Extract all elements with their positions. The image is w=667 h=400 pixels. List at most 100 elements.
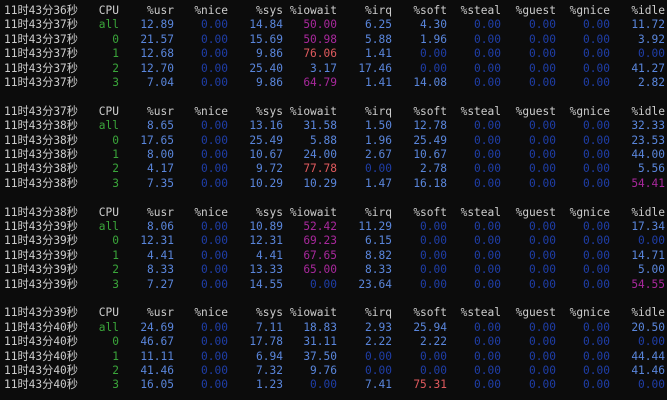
timestamp: 11时43分39秒 [4, 263, 78, 277]
stat-value: 0.00 [638, 335, 665, 349]
stat-value: 0.00 [474, 148, 501, 161]
column-header: %gnice [569, 205, 610, 219]
column-header: %irq [365, 4, 392, 17]
column-header: CPU [98, 205, 119, 219]
column-header: %irq [365, 104, 392, 118]
stat-value: 0.00 [529, 133, 556, 147]
stat-value: 0.00 [474, 32, 501, 46]
cpu-id: 3 [112, 378, 119, 392]
stat-value: 54.55 [631, 277, 665, 291]
stat-value: 69.23 [303, 234, 337, 248]
stat-value: 10.89 [249, 220, 283, 233]
timestamp: 11时43分37秒 [4, 61, 78, 75]
stat-value: 31.11 [303, 335, 337, 349]
stat-value: 8.33 [147, 263, 174, 277]
stat-value: 0.00 [474, 119, 501, 133]
stat-value: 0.00 [583, 335, 610, 349]
stat-value: 13.33 [249, 263, 283, 277]
column-header: %usr [147, 4, 174, 17]
header-row: 11时43分37秒 CPU %usr %nice %sys %iowait %irq %sof… [0, 105, 667, 119]
column-header: CPU [98, 306, 119, 320]
stat-value: 0.00 [474, 378, 501, 392]
stat-value: 2.67 [365, 148, 392, 161]
timestamp: 11时43分39秒 [4, 277, 78, 291]
cpu-id: 0 [112, 234, 119, 248]
stat-value: 6.15 [365, 234, 392, 248]
stat-value: 0.00 [474, 320, 501, 334]
stat-value: 9.72 [256, 162, 283, 176]
stat-value: 0.00 [420, 234, 447, 248]
stat-value: 65.00 [303, 263, 337, 277]
stat-value: 44.00 [631, 148, 665, 161]
stat-value: 12.89 [140, 18, 174, 32]
column-header: %sys [256, 4, 283, 17]
stat-value: 0.00 [474, 248, 501, 262]
stat-value: 25.49 [249, 133, 283, 147]
column-header: %iowait [289, 306, 337, 320]
timestamp: 11时43分40秒 [4, 335, 78, 349]
stat-value: 0.00 [365, 364, 392, 377]
timestamp: 11时43分37秒 [4, 104, 78, 118]
stat-value: 0.00 [201, 378, 228, 392]
stat-value: 46.67 [140, 335, 174, 349]
stat-value: 76.06 [303, 47, 337, 61]
stat-value: 0.00 [474, 234, 501, 248]
stat-value: 1.41 [365, 47, 392, 61]
stat-value: 0.00 [529, 220, 556, 233]
stat-value: 18.83 [303, 320, 337, 334]
stat-value: 0.00 [474, 76, 501, 89]
stat-value: 0.00 [583, 349, 610, 363]
stat-value: 0.00 [474, 220, 501, 233]
stat-value: 13.16 [249, 119, 283, 133]
cpu-stat-row: 11时43分37秒 all 12.89 0.00 14.84 50.00 6.25 4.30 0… [0, 18, 667, 32]
stat-value: 0.00 [638, 234, 665, 248]
cpu-id: 0 [112, 335, 119, 349]
stat-value: 14.84 [249, 18, 283, 32]
stat-value: 2.93 [365, 320, 392, 334]
cpu-id: 1 [112, 248, 119, 262]
cpu-id: 2 [112, 263, 119, 277]
column-header: %idle [631, 104, 665, 118]
stat-value: 0.00 [529, 119, 556, 133]
stat-value: 0.00 [420, 364, 447, 377]
stat-value: 0.00 [529, 378, 556, 392]
stat-value: 15.69 [249, 32, 283, 46]
stat-value: 1.96 [365, 133, 392, 147]
stat-value: 5.56 [638, 162, 665, 176]
cpu-id: 2 [112, 162, 119, 176]
stat-value: 0.00 [201, 18, 228, 32]
stat-value: 0.00 [529, 47, 556, 61]
cpu-stat-row: 11时43分39秒 0 12.31 0.00 12.31 69.23 6.15 0.00 0.0… [0, 234, 667, 248]
stat-value: 0.00 [201, 320, 228, 334]
stat-value: 10.67 [413, 148, 447, 161]
stat-value: 4.41 [147, 248, 174, 262]
column-header: %gnice [569, 104, 610, 118]
timestamp: 11时43分38秒 [4, 162, 78, 176]
column-header: %gnice [569, 306, 610, 320]
timestamp: 11时43分37秒 [4, 18, 78, 32]
stat-value: 5.88 [365, 32, 392, 46]
column-header: %guest [515, 104, 556, 118]
stat-value: 11.11 [140, 349, 174, 363]
cpu-stat-row: 11时43分39秒 all 8.06 0.00 10.89 52.42 11.29 0.00 0… [0, 220, 667, 234]
stat-value: 10.67 [249, 148, 283, 161]
stat-value: 0.00 [201, 32, 228, 46]
cpu-id: 0 [112, 133, 119, 147]
column-header: %steal [460, 306, 501, 320]
timestamp: 11时43分37秒 [4, 47, 78, 61]
stat-value: 9.76 [310, 364, 337, 377]
stat-value: 0.00 [583, 248, 610, 262]
stat-value: 5.00 [638, 263, 665, 277]
stat-value: 0.00 [529, 364, 556, 377]
stat-value: 0.00 [474, 47, 501, 61]
header-row: 11时43分39秒 CPU %usr %nice %sys %iowait %irq %sof… [0, 306, 667, 320]
stat-value: 0.00 [583, 320, 610, 334]
column-header: %soft [413, 4, 447, 17]
stat-value: 0.00 [583, 176, 610, 190]
stat-value: 0.00 [365, 162, 392, 176]
column-header: %soft [413, 104, 447, 118]
stat-value: 23.53 [631, 133, 665, 147]
stat-value: 0.00 [583, 263, 610, 277]
stat-value: 0.00 [529, 61, 556, 75]
cpu-stat-row: 11时43分37秒 3 7.04 0.00 9.86 64.79 1.41 14.08 0.00… [0, 76, 667, 90]
